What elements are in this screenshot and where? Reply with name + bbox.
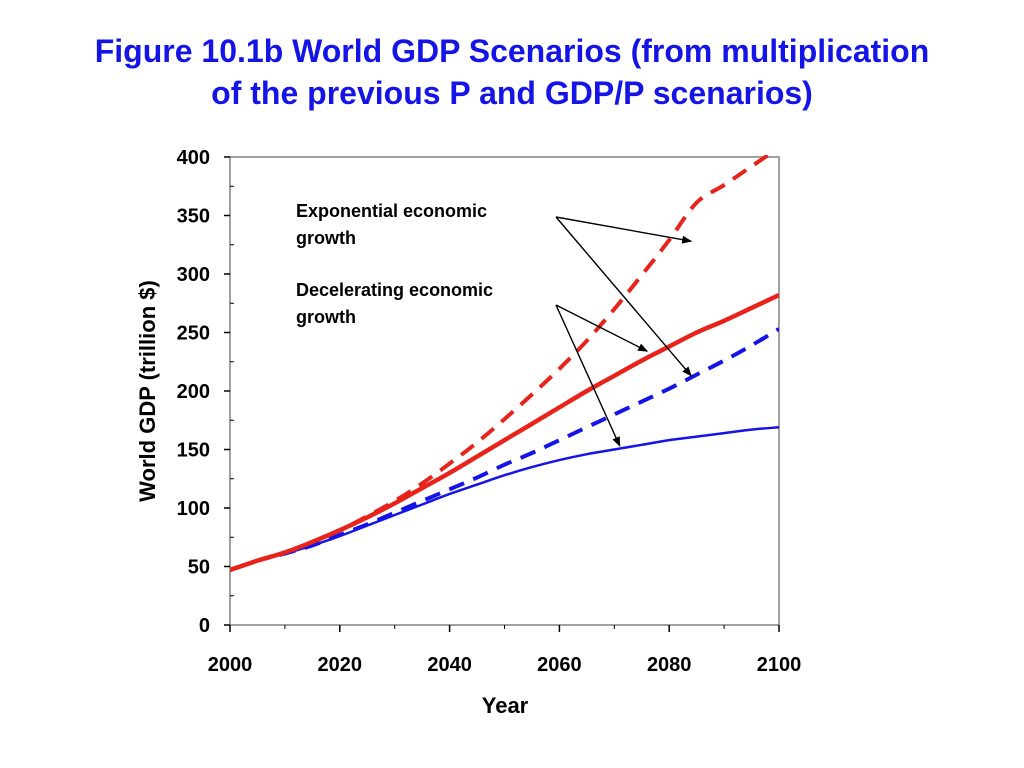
x-tick-label: 2060 xyxy=(537,654,582,676)
series-blue-dashed xyxy=(230,327,779,572)
chart-title-line-1: Figure 10.1b World GDP Scenarios (from m… xyxy=(94,33,930,69)
y-tick-label: 250 xyxy=(177,323,210,345)
y-tick-label: 0 xyxy=(199,615,210,637)
x-tick-label: 2020 xyxy=(318,654,363,676)
annotation-label-1-line-2: growth xyxy=(296,228,356,248)
chart-title: Figure 10.1b World GDP Scenarios (from m… xyxy=(0,30,1024,114)
annotation-label-1-line-1: Exponential economic xyxy=(296,201,487,221)
series-red-solid xyxy=(230,293,779,573)
y-tick-label: 200 xyxy=(177,381,210,403)
annotation-arrow-1-2 xyxy=(555,216,692,377)
y-tick-label: 350 xyxy=(177,206,210,228)
chart-title-line-2: of the previous P and GDP/P scenarios) xyxy=(211,75,813,111)
x-axis-title: Year xyxy=(482,693,529,718)
y-tick-label: 400 xyxy=(177,147,210,169)
y-tick-label: 50 xyxy=(188,557,210,579)
x-tick-label: 2080 xyxy=(647,654,692,676)
y-axis-title: World GDP (trillion $) xyxy=(135,280,160,502)
annotation-arrow-1-1 xyxy=(555,216,693,244)
annotation-label-2-line-1: Decelerating economic xyxy=(296,280,493,300)
y-tick-label: 100 xyxy=(177,498,210,520)
annotation-label-2-line-2: growth xyxy=(296,307,356,327)
y-tick-label: 300 xyxy=(177,264,210,286)
series-blue-solid xyxy=(230,426,779,572)
x-tick-label: 2000 xyxy=(208,654,253,676)
annotation-arrow-2-1 xyxy=(555,304,649,352)
series-red-dashed xyxy=(230,155,772,572)
y-tick-label: 150 xyxy=(177,440,210,462)
x-tick-label: 2040 xyxy=(427,654,472,676)
x-tick-label: 2100 xyxy=(757,654,802,676)
annotation-arrow-2-2 xyxy=(555,304,621,447)
